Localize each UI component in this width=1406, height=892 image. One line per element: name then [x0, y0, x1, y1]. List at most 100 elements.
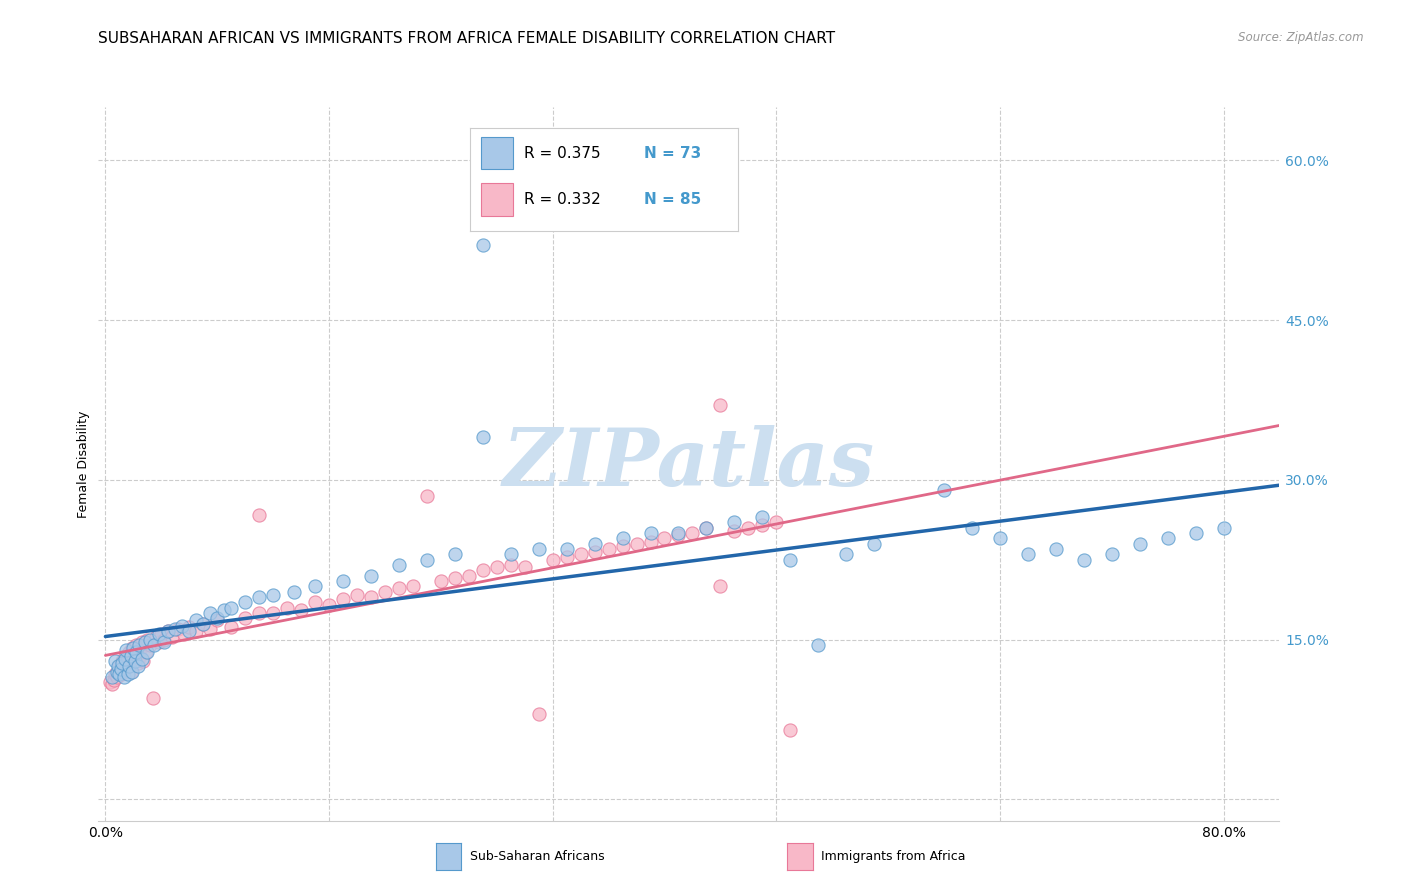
Point — [157, 624, 180, 638]
Point — [115, 643, 138, 657]
Point — [374, 584, 396, 599]
Point — [98, 675, 121, 690]
Point — [186, 624, 208, 638]
Point — [205, 611, 228, 625]
Point — [598, 542, 620, 557]
Point — [131, 634, 153, 648]
Point — [162, 631, 184, 645]
Point — [1212, 521, 1234, 535]
Point — [193, 616, 215, 631]
Point — [640, 526, 662, 541]
Point — [105, 670, 128, 684]
Text: Source: ZipAtlas.com: Source: ZipAtlas.com — [1239, 31, 1364, 45]
Point — [145, 631, 167, 645]
Point — [1156, 532, 1178, 546]
Point — [136, 632, 159, 647]
Point — [695, 521, 717, 535]
Point — [555, 542, 578, 557]
Point — [165, 622, 187, 636]
Point — [654, 532, 676, 546]
Point — [583, 545, 606, 559]
Point — [172, 618, 194, 632]
Point — [835, 547, 858, 561]
Point — [121, 641, 143, 656]
Point — [167, 622, 190, 636]
Point — [114, 652, 136, 666]
Point — [153, 632, 176, 647]
Point — [110, 666, 132, 681]
Point — [150, 627, 173, 641]
Point — [128, 638, 150, 652]
Point — [485, 560, 508, 574]
Point — [262, 606, 284, 620]
Point — [332, 592, 354, 607]
Point — [101, 670, 124, 684]
Point — [388, 582, 411, 596]
Point — [132, 654, 155, 668]
Point — [112, 670, 135, 684]
Point — [186, 614, 208, 628]
Point — [114, 648, 136, 663]
Point — [129, 648, 152, 663]
Point — [626, 537, 648, 551]
Point — [932, 483, 955, 498]
Point — [779, 723, 801, 738]
Point — [723, 524, 745, 538]
Point — [219, 600, 242, 615]
Point — [290, 603, 312, 617]
Text: R = 0.332: R = 0.332 — [524, 192, 600, 207]
Point — [541, 552, 564, 566]
Point — [115, 656, 138, 670]
Text: Immigrants from Africa: Immigrants from Africa — [821, 850, 966, 863]
Point — [416, 489, 439, 503]
Point — [179, 620, 201, 634]
Point — [127, 656, 149, 670]
Point — [131, 652, 153, 666]
Point — [233, 611, 256, 625]
Point — [124, 654, 146, 668]
Point — [101, 677, 124, 691]
Point — [1129, 537, 1152, 551]
Point — [612, 539, 634, 553]
Point — [118, 645, 141, 659]
Point — [107, 659, 129, 673]
Point — [112, 662, 135, 676]
Point — [346, 588, 368, 602]
Point — [443, 571, 465, 585]
Point — [723, 516, 745, 530]
Point — [471, 238, 494, 252]
Point — [127, 659, 149, 673]
Point — [105, 665, 128, 679]
Point — [668, 528, 690, 542]
Point — [153, 634, 176, 648]
Point — [1045, 542, 1067, 557]
Point — [117, 666, 139, 681]
Point — [668, 526, 690, 541]
Point — [128, 643, 150, 657]
Point — [283, 584, 305, 599]
Point — [583, 537, 606, 551]
Point — [960, 521, 983, 535]
Point — [219, 620, 242, 634]
Point — [807, 638, 830, 652]
Point — [135, 645, 157, 659]
Point — [233, 595, 256, 609]
Point — [122, 652, 145, 666]
Point — [751, 517, 773, 532]
Point — [513, 560, 536, 574]
Text: N = 85: N = 85 — [644, 192, 702, 207]
Point — [193, 616, 215, 631]
Point — [471, 430, 494, 444]
Point — [751, 510, 773, 524]
Point — [388, 558, 411, 572]
Text: N = 73: N = 73 — [644, 145, 702, 161]
Point — [276, 600, 298, 615]
Point — [527, 707, 550, 722]
Point — [765, 516, 787, 530]
Point — [443, 547, 465, 561]
Point — [200, 606, 222, 620]
Point — [108, 659, 131, 673]
Text: ZIPatlas: ZIPatlas — [503, 425, 875, 502]
Point — [107, 665, 129, 679]
Point — [103, 673, 125, 687]
